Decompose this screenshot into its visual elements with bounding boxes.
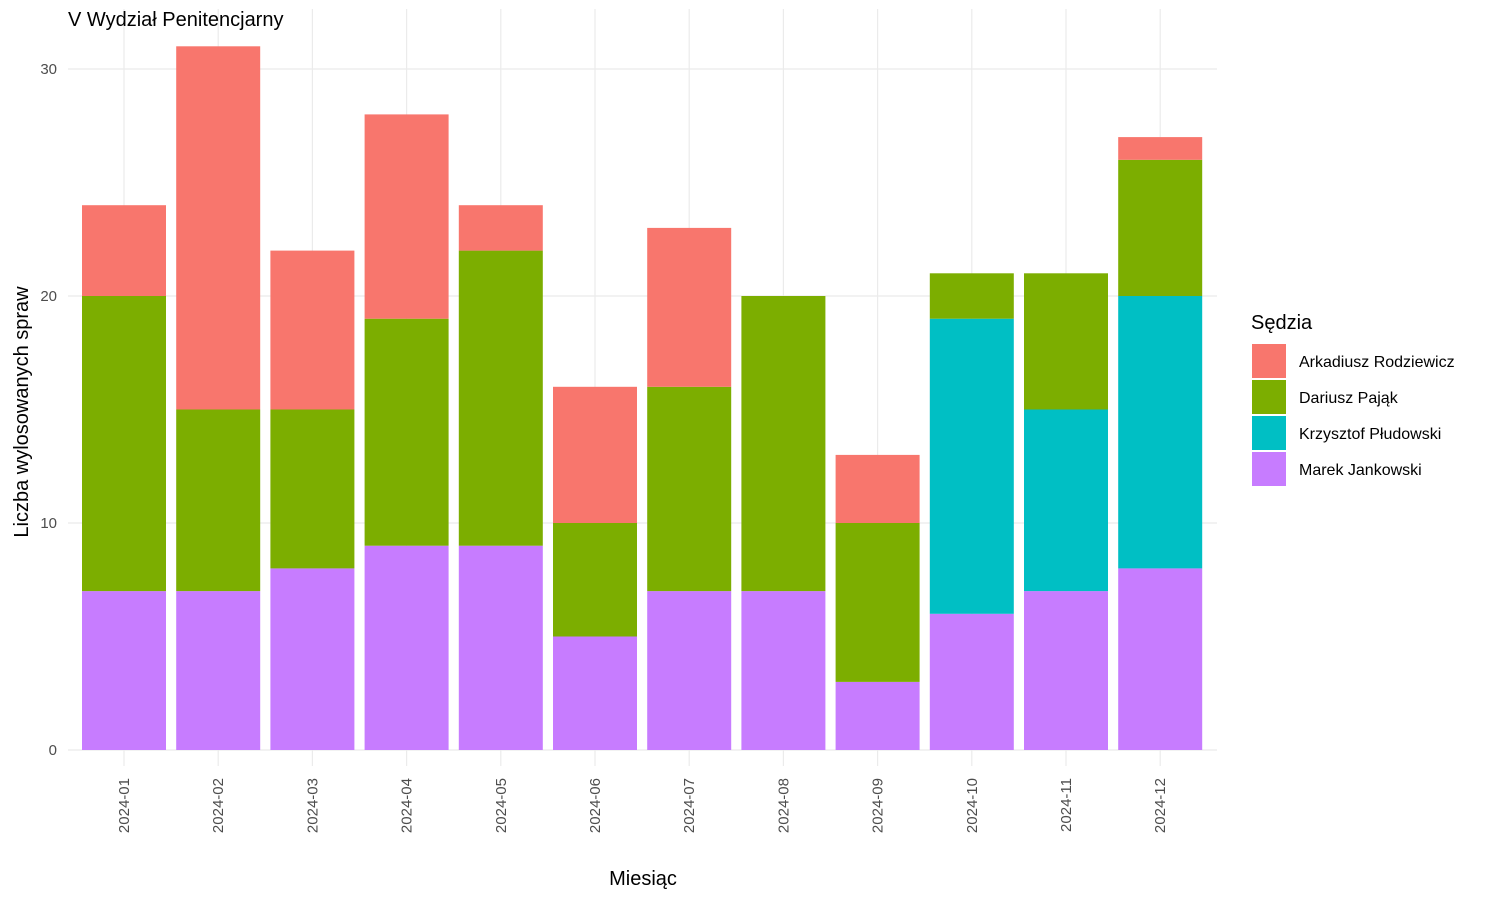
bar-segment [176,591,261,750]
x-tick-label: 2024-01 [116,778,133,833]
bar-segment [270,409,355,569]
bar-segment [929,318,1014,614]
bar-segment [553,386,637,523]
bar-segment [176,46,261,410]
bar-segment [458,250,543,546]
legend-swatch [1252,416,1286,450]
x-tick-label: 2024-07 [681,778,698,833]
bar-segment [929,613,1014,750]
bar-segment [82,591,166,750]
legend-swatch [1252,380,1286,414]
x-tick-label: 2024-02 [210,778,227,833]
x-tick-label: 2024-05 [493,778,510,833]
legend-swatch [1252,452,1286,486]
y-tick-label: 20 [40,288,57,305]
bar-segment [1118,296,1203,569]
bar-segment [176,409,261,592]
bar-segment [458,205,543,251]
x-tick-label: 2024-06 [587,778,604,833]
bar-segment [647,227,732,387]
x-tick-label: 2024-09 [870,778,887,833]
y-tick-label: 10 [40,515,57,532]
legend-label: Dariusz Pająk [1299,390,1399,407]
bar-segment [1024,591,1108,750]
x-tick-label: 2024-12 [1152,778,1169,833]
bar-segment [1024,273,1108,410]
bars [82,46,1203,750]
bar-segment [270,568,355,750]
x-axis-ticks: 2024-01 2024-02 2024-03 2024-04 2024-05 2024-… [116,778,1169,833]
legend-label: Marek Jankowski [1299,462,1422,479]
legend-title: Sędzia [1251,312,1313,334]
x-tick-label: 2024-11 [1058,778,1075,832]
bar-segment [741,296,826,592]
bar-segment [647,591,732,750]
legend-swatch [1252,344,1286,378]
bar-segment [1118,568,1203,750]
bar-segment [553,523,637,637]
bar-segment [364,545,449,750]
x-tick-label: 2024-08 [775,778,792,833]
legend-label: Krzysztof Płudowski [1299,426,1441,443]
x-axis-title: Miesiąc [609,868,677,890]
bar-segment [1118,137,1203,160]
bar-segment [741,591,826,750]
x-tick-label: 2024-04 [399,778,416,833]
y-axis-ticks: 0 10 20 30 [40,61,57,759]
bar-segment [647,386,732,592]
bar-segment [929,273,1014,319]
bar-segment [835,454,920,523]
legend: Sędzia Arkadiusz Rodziewicz Dariusz Pająk… [1251,312,1455,486]
legend-label: Arkadiusz Rodziewicz [1299,354,1455,371]
bar-segment [82,205,166,296]
bar-segment [82,296,166,592]
chart-title: V Wydział Penitencjarny [68,9,283,31]
bar-segment [364,114,449,319]
y-tick-label: 0 [49,742,57,759]
bar-segment [835,681,920,750]
x-tick-label: 2024-03 [304,778,321,833]
bar-segment [270,250,355,410]
bar-segment [553,636,637,750]
y-tick-label: 30 [40,61,57,78]
y-axis-title: Liczba wylosowanych spraw [11,286,33,538]
bar-segment [458,545,543,750]
bar-segment [835,523,920,682]
bar-segment [1024,409,1108,592]
bar-segment [364,318,449,546]
x-tick-label: 2024-10 [964,778,981,833]
bar-segment [1118,159,1203,296]
